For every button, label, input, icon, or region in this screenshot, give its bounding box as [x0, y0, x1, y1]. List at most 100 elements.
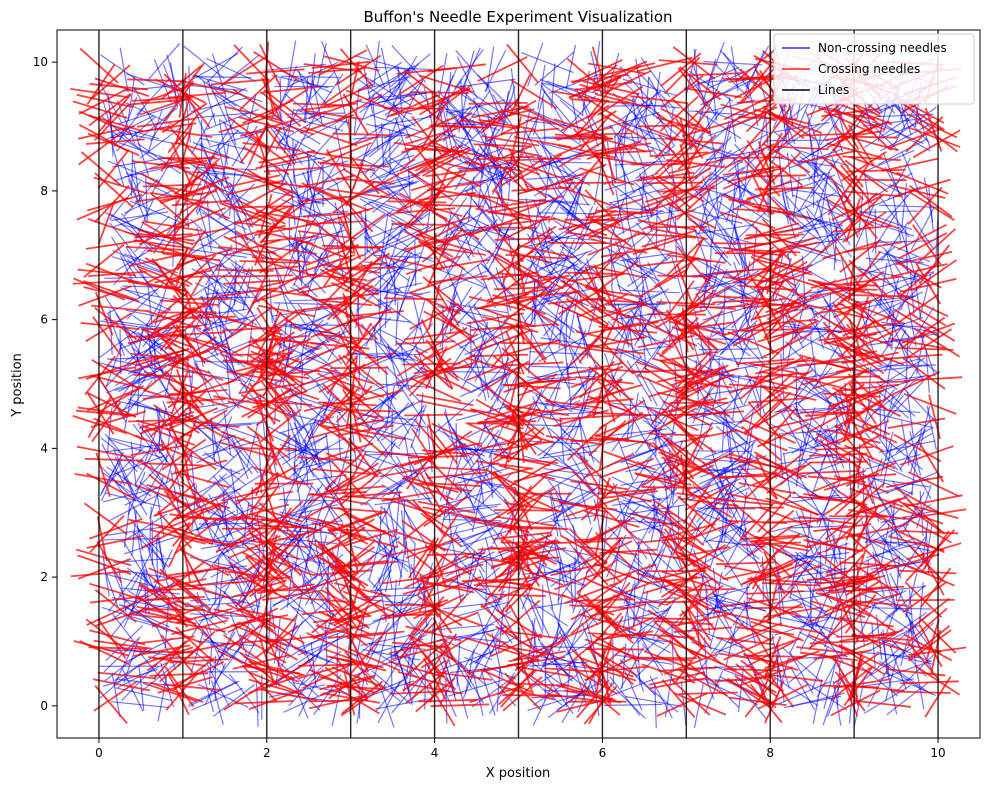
needle-crossing	[493, 286, 553, 291]
needle-non-crossing	[130, 571, 144, 617]
needle-non-crossing	[288, 209, 291, 255]
needle-non-crossing	[587, 289, 601, 335]
needle-non-crossing	[278, 662, 319, 697]
needle-crossing	[664, 510, 705, 547]
needle-crossing	[587, 572, 632, 605]
needle-crossing	[149, 401, 188, 438]
needle-non-crossing	[99, 664, 140, 699]
needle-non-crossing	[231, 195, 249, 240]
needle-crossing	[391, 641, 451, 649]
needle-crossing	[657, 398, 713, 416]
needle-crossing	[239, 123, 271, 164]
needle-non-crossing	[149, 100, 178, 142]
needle-crossing	[322, 72, 368, 106]
needle-non-crossing	[640, 102, 680, 138]
needle-non-crossing	[482, 519, 506, 562]
needle-non-crossing	[606, 303, 665, 306]
needle-non-crossing	[724, 527, 748, 570]
needle-non-crossing	[702, 351, 759, 369]
needle-crossing	[915, 262, 942, 305]
needle-crossing	[242, 174, 298, 194]
needle-crossing	[684, 273, 712, 316]
needle-non-crossing	[489, 369, 514, 412]
needle-non-crossing	[442, 110, 454, 156]
needle-non-crossing	[527, 42, 544, 87]
needle-crossing	[384, 297, 444, 301]
needle-non-crossing	[115, 356, 162, 386]
needle-non-crossing	[872, 607, 931, 610]
needle-crossing	[426, 471, 486, 479]
needle-crossing	[138, 646, 194, 666]
needle-crossing	[165, 671, 199, 711]
needle-non-crossing	[270, 78, 297, 121]
needle-non-crossing	[528, 502, 580, 527]
needle-non-crossing	[217, 568, 224, 614]
needle-crossing	[318, 207, 375, 225]
needle-crossing	[653, 246, 710, 263]
needle-non-crossing	[640, 57, 671, 98]
needle-crossing	[902, 562, 955, 587]
needle-crossing	[181, 463, 200, 508]
needle-crossing	[656, 368, 714, 383]
needle-crossing	[764, 673, 824, 682]
needle-crossing	[832, 224, 891, 233]
needle-crossing	[728, 622, 783, 645]
needle-crossing	[559, 414, 619, 421]
needle-crossing	[558, 139, 607, 168]
needle-crossing	[411, 115, 443, 156]
needle-crossing	[516, 666, 563, 697]
needle-non-crossing	[206, 447, 245, 484]
needle-non-crossing	[884, 329, 907, 373]
needle-crossing	[180, 335, 235, 357]
needle-crossing	[405, 498, 450, 531]
needle-crossing	[298, 279, 355, 295]
needle-crossing	[675, 289, 716, 325]
needle-non-crossing	[375, 672, 409, 712]
needle-crossing	[920, 567, 952, 608]
needle-crossing	[824, 428, 881, 444]
needle-crossing	[821, 392, 881, 398]
needle-crossing	[426, 180, 485, 192]
needle-non-crossing	[622, 626, 671, 654]
needle-non-crossing	[486, 183, 496, 228]
needle-crossing	[97, 200, 116, 245]
needle-non-crossing	[546, 80, 601, 101]
needle-non-crossing	[567, 272, 601, 312]
needle-crossing	[178, 274, 204, 318]
needle-crossing	[168, 346, 208, 382]
needle-crossing	[738, 464, 778, 500]
needle-non-crossing	[879, 297, 910, 338]
needle-crossing	[517, 417, 525, 463]
needle-non-crossing	[674, 216, 677, 262]
needle-non-crossing	[789, 567, 847, 579]
needle-crossing	[569, 604, 629, 609]
needle-non-crossing	[882, 436, 924, 471]
needle-non-crossing	[188, 227, 236, 256]
needle-non-crossing	[566, 173, 588, 217]
needle-crossing	[586, 321, 644, 335]
needle-crossing	[422, 506, 480, 520]
needle-non-crossing	[595, 473, 602, 519]
needle-crossing	[94, 685, 128, 724]
needle-crossing	[830, 689, 881, 717]
needle-crossing	[85, 239, 144, 250]
needle-non-crossing	[880, 188, 915, 227]
needle-non-crossing	[267, 433, 319, 458]
needle-non-crossing	[635, 144, 676, 180]
needle-non-crossing	[638, 590, 649, 636]
needle-crossing	[912, 259, 958, 292]
needle-crossing	[884, 639, 942, 653]
needle-crossing	[325, 135, 380, 155]
needle-crossing	[513, 486, 533, 531]
needle-non-crossing	[525, 174, 585, 181]
needle-crossing	[746, 307, 798, 333]
needle-non-crossing	[460, 469, 476, 514]
needle-crossing	[644, 650, 698, 672]
needle-crossing	[587, 198, 643, 217]
needle-non-crossing	[500, 90, 510, 136]
needle-crossing	[488, 198, 547, 209]
needle-non-crossing	[438, 197, 468, 238]
needle-crossing	[674, 535, 725, 563]
needle-crossing	[253, 51, 300, 82]
needle-non-crossing	[198, 605, 255, 622]
